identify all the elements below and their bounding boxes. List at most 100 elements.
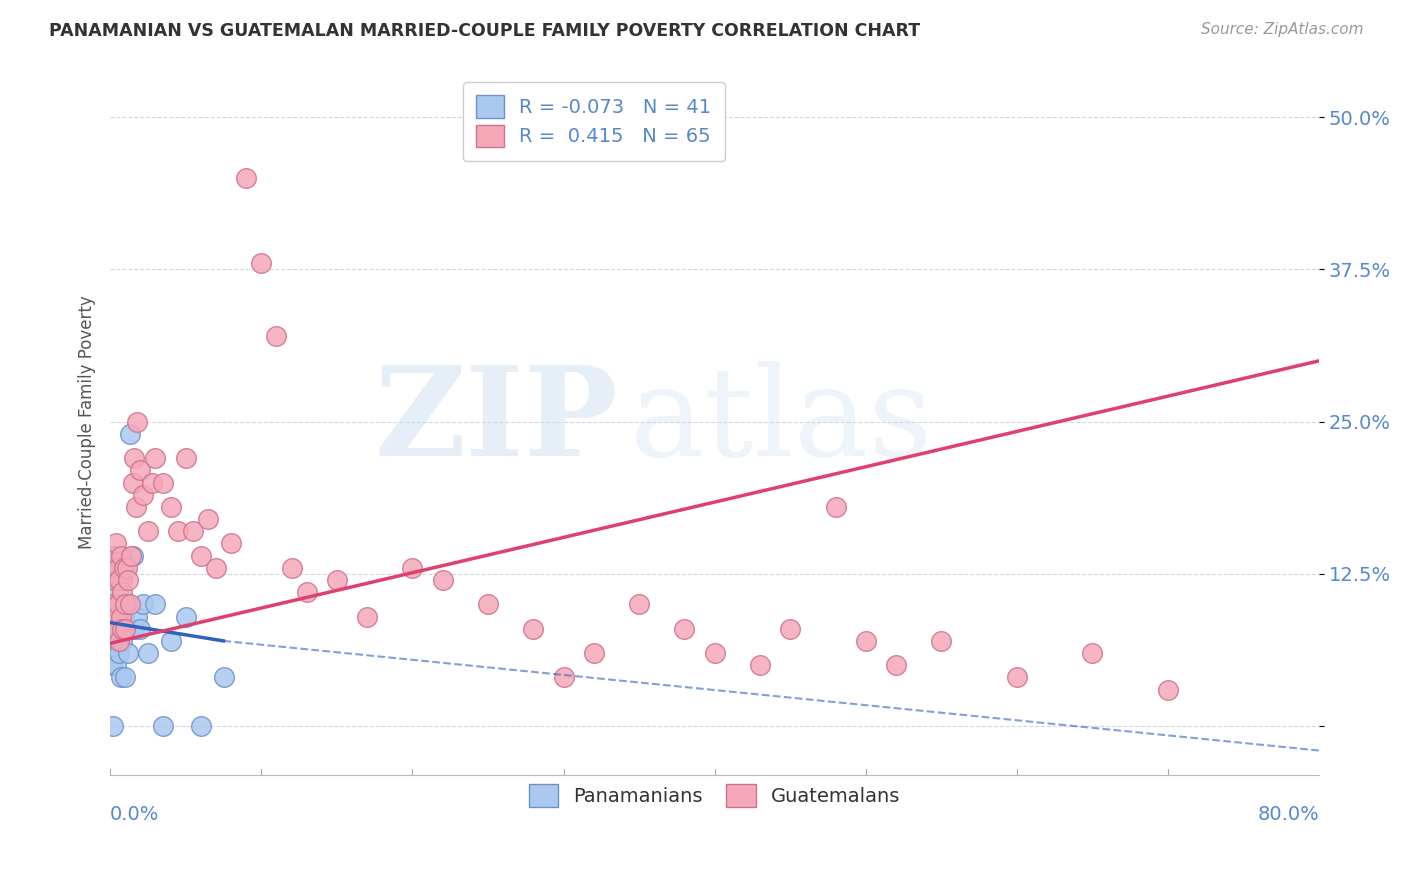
Point — [112, 561, 135, 575]
Point — [101, 549, 124, 563]
Point — [124, 622, 146, 636]
Point — [703, 646, 725, 660]
Point — [824, 500, 846, 514]
Point — [219, 536, 242, 550]
Point — [553, 670, 575, 684]
Point — [152, 475, 174, 490]
Point — [129, 622, 152, 636]
Point — [104, 646, 127, 660]
Point — [129, 463, 152, 477]
Point — [100, 658, 122, 673]
Point — [105, 536, 128, 550]
Point — [628, 598, 651, 612]
Point — [117, 646, 139, 660]
Point — [326, 573, 349, 587]
Point — [118, 426, 141, 441]
Point — [120, 549, 142, 563]
Point — [136, 524, 159, 539]
Point — [931, 634, 953, 648]
Point — [1005, 670, 1028, 684]
Point — [167, 524, 190, 539]
Point — [250, 256, 273, 270]
Y-axis label: Married-Couple Family Poverty: Married-Couple Family Poverty — [79, 295, 96, 549]
Point — [582, 646, 605, 660]
Point — [159, 500, 181, 514]
Text: PANAMANIAN VS GUATEMALAN MARRIED-COUPLE FAMILY POVERTY CORRELATION CHART: PANAMANIAN VS GUATEMALAN MARRIED-COUPLE … — [49, 22, 921, 40]
Point — [110, 622, 132, 636]
Text: atlas: atlas — [630, 361, 934, 483]
Point — [107, 598, 129, 612]
Point — [111, 573, 134, 587]
Point — [104, 573, 127, 587]
Point — [114, 622, 136, 636]
Point — [266, 329, 288, 343]
Point — [1081, 646, 1104, 660]
Point — [141, 475, 163, 490]
Point — [212, 670, 235, 684]
Point — [107, 622, 129, 636]
Point — [101, 622, 124, 636]
Point — [107, 634, 129, 648]
Point — [115, 598, 138, 612]
Point — [110, 609, 132, 624]
Point — [127, 609, 149, 624]
Point — [114, 622, 136, 636]
Point — [105, 658, 128, 673]
Point — [127, 415, 149, 429]
Point — [295, 585, 318, 599]
Point — [107, 585, 129, 599]
Point — [124, 451, 146, 466]
Point — [112, 609, 135, 624]
Point — [1157, 682, 1180, 697]
Point — [132, 598, 155, 612]
Point — [855, 634, 877, 648]
Point — [110, 549, 132, 563]
Point — [401, 561, 423, 575]
Point — [111, 634, 134, 648]
Point — [205, 561, 228, 575]
Point — [100, 622, 122, 636]
Point — [190, 549, 212, 563]
Point — [105, 622, 128, 636]
Point — [100, 573, 122, 587]
Point — [110, 670, 132, 684]
Point — [522, 622, 544, 636]
Point — [174, 451, 197, 466]
Point — [101, 549, 124, 563]
Point — [100, 598, 122, 612]
Point — [108, 598, 131, 612]
Point — [104, 609, 127, 624]
Point — [132, 488, 155, 502]
Point — [108, 573, 131, 587]
Point — [105, 561, 128, 575]
Point — [104, 573, 127, 587]
Point — [114, 670, 136, 684]
Point — [356, 609, 378, 624]
Point — [104, 622, 127, 636]
Point — [115, 561, 138, 575]
Point — [104, 609, 127, 624]
Point — [145, 451, 167, 466]
Point — [111, 622, 134, 636]
Point — [101, 634, 124, 648]
Point — [884, 658, 907, 673]
Text: 80.0%: 80.0% — [1257, 805, 1319, 824]
Point — [136, 646, 159, 660]
Text: ZIP: ZIP — [374, 361, 617, 483]
Point — [121, 475, 143, 490]
Point — [280, 561, 302, 575]
Text: 0.0%: 0.0% — [110, 805, 159, 824]
Text: Source: ZipAtlas.com: Source: ZipAtlas.com — [1201, 22, 1364, 37]
Point — [779, 622, 801, 636]
Point — [145, 598, 167, 612]
Point — [114, 598, 136, 612]
Point — [152, 719, 174, 733]
Point — [749, 658, 772, 673]
Point — [477, 598, 499, 612]
Legend: Panamanians, Guatemalans: Panamanians, Guatemalans — [522, 777, 908, 814]
Point — [190, 719, 212, 733]
Point — [174, 609, 197, 624]
Point — [432, 573, 454, 587]
Point — [108, 646, 131, 660]
Point — [117, 573, 139, 587]
